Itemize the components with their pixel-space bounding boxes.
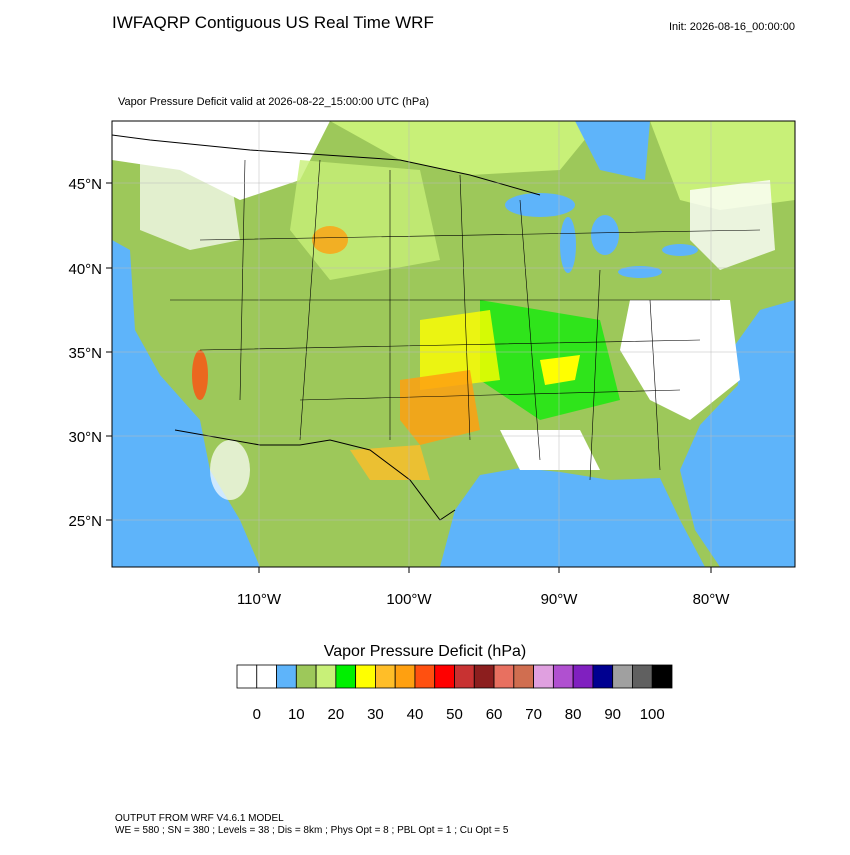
- canada-white: [112, 121, 330, 200]
- colorbar-swatch: [394, 664, 416, 689]
- colorbar-swatch: [651, 664, 673, 689]
- gulf: [440, 468, 705, 567]
- colorbar-title: Vapor Pressure Deficit (hPa): [324, 643, 526, 660]
- canada-green: [330, 121, 600, 175]
- colorbar-label: 100: [640, 706, 665, 723]
- lon-label: 90°W: [541, 591, 579, 608]
- colorbar-swatch: [473, 664, 495, 689]
- colorbar-label: 20: [328, 706, 345, 723]
- texas-orange: [400, 370, 480, 445]
- border-south: [174, 429, 456, 521]
- colorbar-label: 50: [446, 706, 463, 723]
- colorbar-swatch: [552, 664, 574, 689]
- wyoming-orange: [312, 226, 348, 254]
- colorbar-swatch: [335, 664, 357, 689]
- canada-water: [575, 121, 650, 180]
- southeast-white: [620, 300, 740, 420]
- borders: [112, 134, 761, 521]
- colorbar-swatch: [454, 664, 475, 689]
- colorbar: 0 10 20 30 40 50 60 70 80 90 100: [236, 664, 673, 723]
- colorbar-swatch: [295, 664, 317, 689]
- lat-label: 45°N: [68, 176, 102, 193]
- colorbar-swatch: [572, 664, 594, 689]
- state-lines-h: [170, 229, 761, 401]
- colorbar-swatch: [256, 664, 277, 689]
- lon-label: 110°W: [237, 591, 282, 608]
- colorbar-label: 90: [604, 706, 621, 723]
- colorbar-swatch: [434, 664, 455, 689]
- map-frame: [111, 120, 796, 568]
- river-yellow: [540, 355, 580, 385]
- pacific: [112, 240, 260, 567]
- colorbar-swatch: [414, 664, 436, 689]
- colorbar-label: 10: [288, 706, 305, 723]
- california-hot: [192, 350, 208, 400]
- colorbar-swatch: [315, 664, 337, 689]
- lat-label: 25°N: [68, 513, 102, 530]
- lake-erie: [618, 266, 662, 278]
- lat-label: 30°N: [68, 429, 102, 446]
- footer-line: OUTPUT FROM WRF V4.6.1 MODEL: [115, 813, 284, 824]
- init-time: Init: 2026-08-16_00:00:00: [669, 21, 795, 33]
- west-texas: [350, 445, 430, 480]
- colorbar-label: 80: [565, 706, 582, 723]
- lake-superior: [505, 193, 575, 217]
- colorbar-swatch: [375, 664, 396, 689]
- colorbar-swatch: [612, 664, 633, 689]
- border-north: [112, 134, 541, 196]
- graticule: [112, 121, 795, 567]
- colorbar-swatch: [632, 664, 653, 689]
- colorbar-swatch: [355, 664, 376, 689]
- lon-label: 100°W: [386, 591, 432, 608]
- lake-michigan: [560, 217, 576, 273]
- title: IWFAQRP Contiguous US Real Time WRF: [112, 13, 434, 32]
- colorbar-label: 70: [525, 706, 542, 723]
- subtitle: Vapor Pressure Deficit valid at 2026-08-…: [118, 96, 429, 108]
- plains-yellow: [420, 310, 500, 390]
- axis-labels: 45°N 40°N 35°N 30°N 25°N 110°W 100°W 90°W 80°W: [68, 176, 730, 608]
- colorbar-swatch: [533, 664, 554, 689]
- mexico-white: [210, 440, 250, 500]
- lat-label: 35°N: [68, 345, 102, 362]
- colorbar-label: 60: [486, 706, 503, 723]
- northwest-white: [140, 160, 240, 250]
- lake-ontario: [662, 244, 698, 256]
- map: [112, 121, 795, 567]
- colorbar-label: 30: [367, 706, 384, 723]
- lon-label: 80°W: [693, 591, 731, 608]
- colorbar-swatch: [276, 664, 297, 689]
- colorbar-label: 0: [253, 706, 261, 723]
- delta-white: [500, 430, 600, 470]
- colorbar-swatch: [513, 664, 534, 689]
- lat-label: 40°N: [68, 261, 102, 278]
- colorbar-label: 40: [407, 706, 424, 723]
- lake-huron: [591, 215, 619, 255]
- footer-line: WE = 580 ; SN = 380 ; Levels = 38 ; Dis …: [115, 825, 509, 836]
- colorbar-swatch: [236, 664, 258, 689]
- atlantic: [680, 300, 795, 567]
- colorbar-swatch: [592, 664, 614, 689]
- colorbar-swatch: [493, 664, 515, 689]
